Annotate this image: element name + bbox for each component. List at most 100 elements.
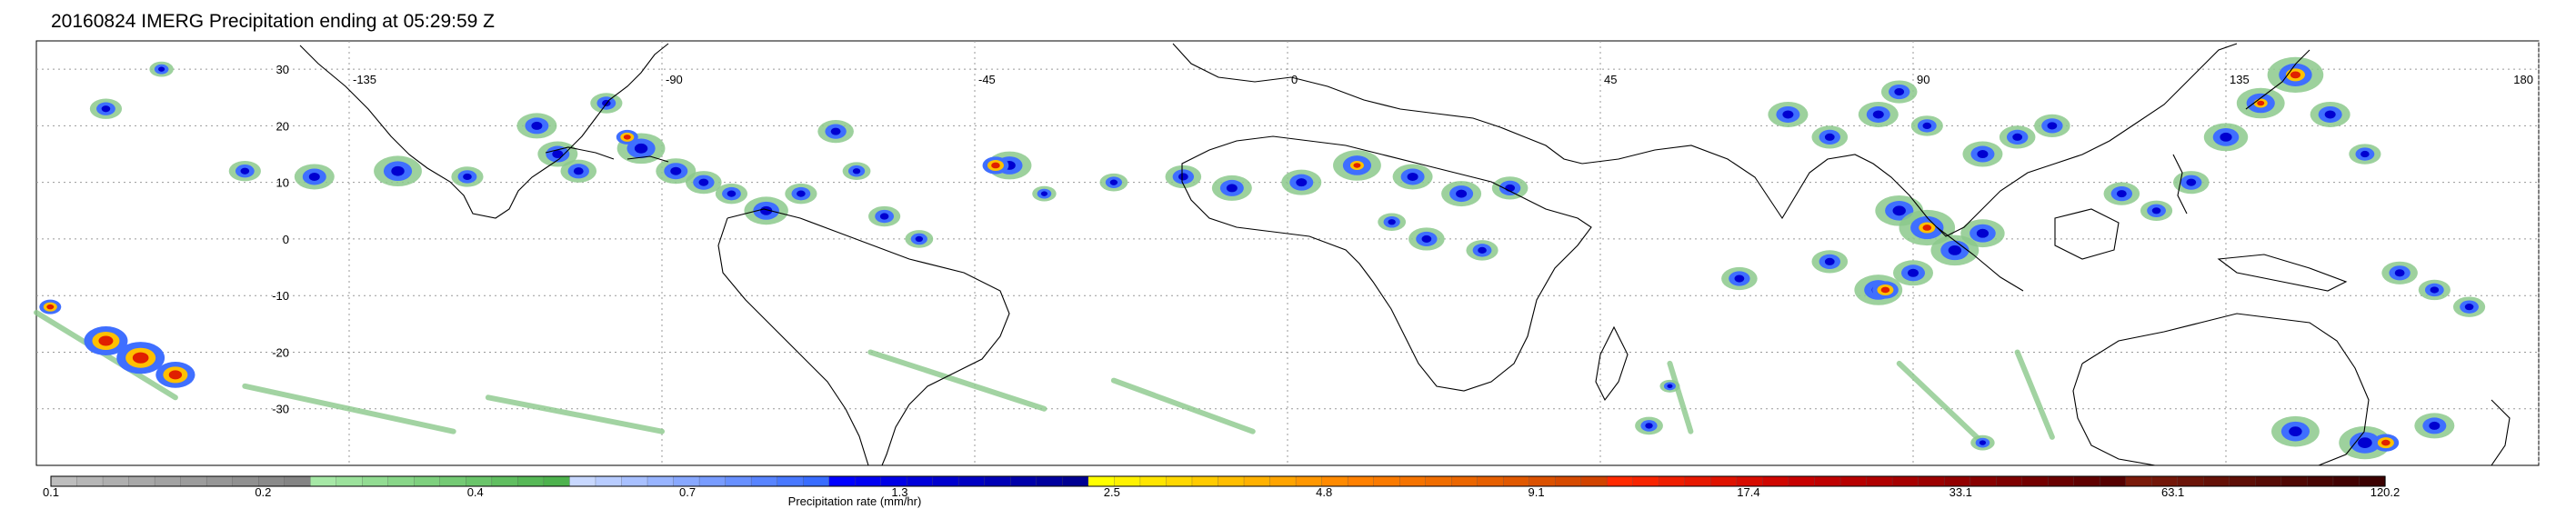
rain-cell-heavy <box>1456 189 1468 198</box>
coastlines <box>299 43 2511 466</box>
storm-cell-core <box>132 352 149 364</box>
rain-cell-heavy <box>1388 219 1396 225</box>
rain-cell-heavy <box>240 167 250 175</box>
rain-cell-heavy <box>1782 110 1794 119</box>
colorbar-bin <box>2203 475 2230 487</box>
colorbar-bin <box>180 475 207 487</box>
colorbar-bin <box>958 475 986 487</box>
colorbar-bin <box>984 475 1011 487</box>
rain-cell-heavy <box>1824 257 1835 265</box>
colorbar-bin <box>855 475 882 487</box>
colorbar-tick-label: 17.4 <box>1737 485 1759 499</box>
colorbar-bin <box>362 475 389 487</box>
coastline-africa <box>1181 135 1592 392</box>
colorbar-bin <box>543 475 571 487</box>
lat-tick-label: 30 <box>276 63 289 76</box>
storm-cell-core <box>623 135 631 140</box>
colorbar-bin <box>1269 475 1297 487</box>
colorbar-bin <box>1788 475 1816 487</box>
rain-cell-heavy <box>1421 235 1432 243</box>
colorbar-bin <box>2307 475 2334 487</box>
lat-tick-label: 20 <box>276 119 289 133</box>
rain-cell-heavy <box>1040 191 1048 196</box>
colorbar-bin <box>1891 475 1919 487</box>
coastline-north-america <box>299 43 669 219</box>
colorbar-bin <box>1191 475 1219 487</box>
coastline-madagascar <box>1595 325 1629 402</box>
colorbar-bin <box>1010 475 1037 487</box>
lon-tick-label: -135 <box>353 73 376 86</box>
colorbar-bin <box>647 475 675 487</box>
rain-cell-heavy <box>2429 421 2441 430</box>
rain-band <box>242 383 456 434</box>
rain-cell-heavy <box>698 178 709 186</box>
rain-cell-heavy <box>391 165 405 176</box>
colorbar-tick-label: 0.2 <box>255 485 271 499</box>
map-frame <box>35 40 2540 466</box>
colorbar-bin <box>1710 475 1738 487</box>
colorbar-bin <box>1399 475 1427 487</box>
colorbar-tick-label: 0.7 <box>679 485 696 499</box>
colorbar-tick-label: 33.1 <box>1950 485 1972 499</box>
colorbar-bin <box>777 475 804 487</box>
colorbar-bin <box>102 475 130 487</box>
colorbar-bin <box>1166 475 1193 487</box>
coastline-south-america <box>717 208 1010 466</box>
rain-cell-heavy <box>1948 245 1962 255</box>
colorbar-tick-label: 9.1 <box>1529 485 1545 499</box>
rain-cell-heavy <box>101 105 111 113</box>
colorbar-bin <box>595 475 623 487</box>
colorbar-bin <box>1918 475 1945 487</box>
rain-cell-heavy <box>2047 122 2058 130</box>
storm-cell-core <box>1922 225 1932 231</box>
colorbar-bin <box>2255 475 2282 487</box>
colorbar-bin <box>725 475 752 487</box>
rain-cell-heavy <box>573 167 584 175</box>
rain-cell-heavy <box>1979 440 1987 445</box>
rain-cell-heavy <box>1824 133 1835 141</box>
map-title: 20160824 IMERG Precipitation ending at 0… <box>51 11 495 32</box>
colorbar-bin <box>1970 475 1997 487</box>
rain-cell-heavy <box>727 190 737 197</box>
rain-cell-heavy <box>1977 150 1989 159</box>
colorbar-outline <box>50 475 2386 487</box>
lon-tick-label: 180 <box>2513 73 2533 86</box>
coastline-borneo <box>2054 208 2120 260</box>
colorbar-bin <box>2048 475 2075 487</box>
colorbar-bin <box>1477 475 1504 487</box>
storm-cell-core <box>2290 71 2301 79</box>
coastline-cuba <box>545 146 615 160</box>
rain-cell-heavy <box>1226 184 1238 193</box>
colorbar-bin <box>284 475 311 487</box>
colorbar-bin <box>1607 475 1634 487</box>
colorbar-bin <box>336 475 363 487</box>
storm-cell-core <box>1353 163 1361 168</box>
colorbar-bin <box>1555 475 1582 487</box>
rain-cell-heavy <box>2360 150 2370 158</box>
coastline-hispaniola <box>626 155 669 163</box>
colorbar-tick-label: 1.3 <box>891 485 907 499</box>
colorbar-bin <box>1036 475 1064 487</box>
rain-cell-heavy <box>2394 269 2405 277</box>
rain-cell-heavy <box>158 66 165 72</box>
coastline-asia <box>1581 43 2238 237</box>
coastline-australia <box>2072 313 2370 466</box>
rain-cell-heavy <box>797 190 806 197</box>
rain-cell-heavy <box>1109 179 1118 185</box>
lon-tick-label: 0 <box>1291 73 1298 86</box>
colorbar-bin <box>154 475 182 487</box>
rain-cell-heavy <box>2116 190 2127 198</box>
rain-cell-heavy <box>531 121 543 130</box>
lat-tick-label: 0 <box>283 233 289 246</box>
lon-tick-label: -45 <box>978 73 996 86</box>
colorbar-bin <box>1347 475 1375 487</box>
rain-cell-heavy <box>1908 268 1919 277</box>
rain-cell-heavy <box>1407 172 1418 181</box>
colorbar-bin <box>387 475 415 487</box>
colorbar-bin <box>1659 475 1686 487</box>
rain-band <box>867 349 1047 412</box>
rain-cell-heavy <box>2464 304 2474 311</box>
coastline-sumatra <box>1936 226 2024 292</box>
colorbar-bin <box>1866 475 1893 487</box>
rain-cell-heavy <box>879 213 889 220</box>
